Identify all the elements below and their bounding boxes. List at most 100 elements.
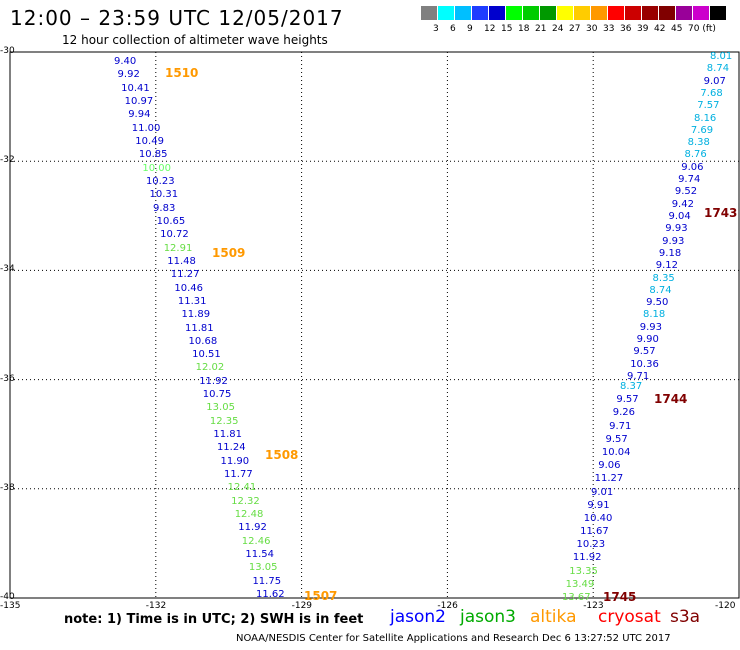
- wave-height-label: 11.81: [213, 429, 243, 441]
- legend-swatch: [693, 6, 709, 20]
- wave-height-label: 10.51: [192, 349, 221, 361]
- wave-height-label: 11.90: [220, 455, 250, 467]
- pass-time-label: 1743: [704, 206, 738, 220]
- wave-height-label: 9.93: [665, 223, 688, 235]
- lon-tick-label: -135: [0, 601, 21, 611]
- legend-label: 9: [467, 24, 473, 34]
- wave-height-label: 9.71: [609, 420, 632, 432]
- wave-height-label: 10.40: [583, 512, 613, 524]
- legend-label: 70 (ft): [688, 24, 716, 34]
- legend-swatch: [455, 6, 471, 20]
- legend-label: 45: [671, 24, 683, 34]
- legend-label: 33: [603, 24, 615, 34]
- lat-tick-label: -30: [0, 46, 15, 56]
- wave-height-label: 8.74: [706, 63, 730, 75]
- legend-label: 39: [637, 24, 649, 34]
- wave-height-label: 13.49: [565, 578, 595, 590]
- lat-tick-label: -36: [0, 373, 15, 384]
- lat-tick-label: -40: [0, 592, 15, 602]
- legend-label: 6: [450, 24, 456, 34]
- wave-height-label: 10.23: [145, 175, 175, 187]
- legend-swatch: [489, 6, 505, 20]
- legend-swatch: [472, 6, 488, 20]
- lon-tick-label: -132: [145, 601, 167, 611]
- wave-height-label: 10.49: [135, 135, 164, 147]
- wave-height-label: 11.77: [224, 469, 253, 481]
- lat-tick-label: -32: [0, 155, 15, 166]
- wave-height-label: 9.92: [117, 69, 140, 81]
- wave-height-label: 11.27: [170, 269, 200, 281]
- wave-height-label: 9.12: [655, 260, 678, 272]
- credit-line: NOAA/NESDIS Center for Satellite Applica…: [236, 633, 671, 644]
- legend-swatch: [676, 6, 692, 20]
- lon-tick-label: -126: [437, 601, 458, 611]
- wave-height-label: 12.02: [195, 362, 225, 374]
- legend-swatch: [608, 6, 624, 20]
- wave-height-label: 11.27: [594, 473, 624, 485]
- legend-label: 3: [433, 24, 439, 34]
- wave-height-label: 10.23: [576, 539, 606, 551]
- wave-height-label: 11.62: [256, 589, 285, 600]
- wave-height-label: 11.75: [252, 575, 282, 587]
- legend-label: 15: [501, 24, 513, 34]
- wave-height-label: 8.35: [652, 272, 675, 284]
- wave-height-label: 8.76: [684, 149, 707, 161]
- wave-height-label: 9.52: [674, 186, 698, 198]
- legend-label: 36: [620, 24, 632, 34]
- legend-swatch: [710, 6, 726, 20]
- legend-label: 27: [569, 24, 581, 34]
- wave-height-label: 10.97: [124, 95, 154, 107]
- wave-height-label: 9.93: [662, 235, 685, 247]
- wave-height-label: 13.05: [248, 562, 278, 574]
- legend-swatch: [574, 6, 590, 20]
- wave-height-label: 9.57: [633, 346, 656, 358]
- wave-height-label: 10.41: [121, 82, 150, 94]
- wave-height-label: 7.68: [700, 87, 723, 99]
- wave-height-label: 9.74: [678, 174, 701, 186]
- wave-height-label: 10.72: [160, 229, 189, 241]
- wave-height-label: 12.48: [234, 509, 264, 521]
- wave-height-label: 11.92: [238, 522, 267, 534]
- wave-height-label: 12.41: [227, 482, 257, 494]
- wave-height-label: 11.81: [185, 322, 214, 334]
- wave-height-label: 12.91: [163, 242, 193, 254]
- legend-swatch: [540, 6, 556, 20]
- wave-height-label: 9.06: [681, 161, 704, 173]
- wave-height-label: 9.01: [591, 486, 614, 498]
- wave-height-label: 8.74: [649, 284, 672, 296]
- wave-height-label: 10.36: [630, 358, 659, 370]
- wave-height-label: 9.26: [612, 407, 636, 419]
- wave-height-label: 9.91: [587, 499, 610, 511]
- satellite-jason2: jason2: [390, 607, 446, 627]
- satellite-jason3: jason3: [460, 607, 516, 627]
- legend-swatch: [438, 6, 454, 20]
- legend-label: 42: [654, 24, 666, 34]
- legend-swatch: [506, 6, 522, 20]
- grid-lines: [10, 52, 739, 598]
- legend-swatch: [625, 6, 641, 20]
- legend-swatch: [642, 6, 658, 20]
- legend-label: 12: [484, 24, 496, 34]
- wave-height-label: 11.00: [131, 122, 161, 134]
- wave-height-label: 10.65: [156, 215, 186, 227]
- wave-height-label: 11.92: [572, 552, 602, 564]
- wave-height-label: 8.37: [620, 381, 643, 392]
- pass-time-label: 1509: [212, 246, 246, 260]
- wave-height-label: 11.54: [245, 549, 274, 561]
- wave-height-label: 10.68: [188, 335, 218, 347]
- wave-height-label: 10.46: [174, 282, 203, 294]
- wave-height-label: 10.31: [149, 189, 179, 201]
- map-title: 12:00 – 23:59 UTC 12/05/2017: [10, 6, 344, 30]
- wave-height-label: 13.67: [562, 592, 591, 603]
- lon-tick-label: -129: [291, 601, 313, 611]
- wave-height-label: 13.05: [206, 402, 235, 414]
- lon-tick-label: -123: [583, 601, 604, 611]
- wave-height-label: 9.94: [128, 109, 151, 121]
- wave-height-label: 8.18: [642, 309, 666, 321]
- wave-height-label: 9.90: [636, 334, 659, 346]
- wave-height-label: 9.57: [605, 433, 628, 445]
- wave-height-label: 9.18: [658, 247, 682, 259]
- wave-height-label: 9.93: [639, 321, 663, 333]
- legend-swatch: [523, 6, 539, 20]
